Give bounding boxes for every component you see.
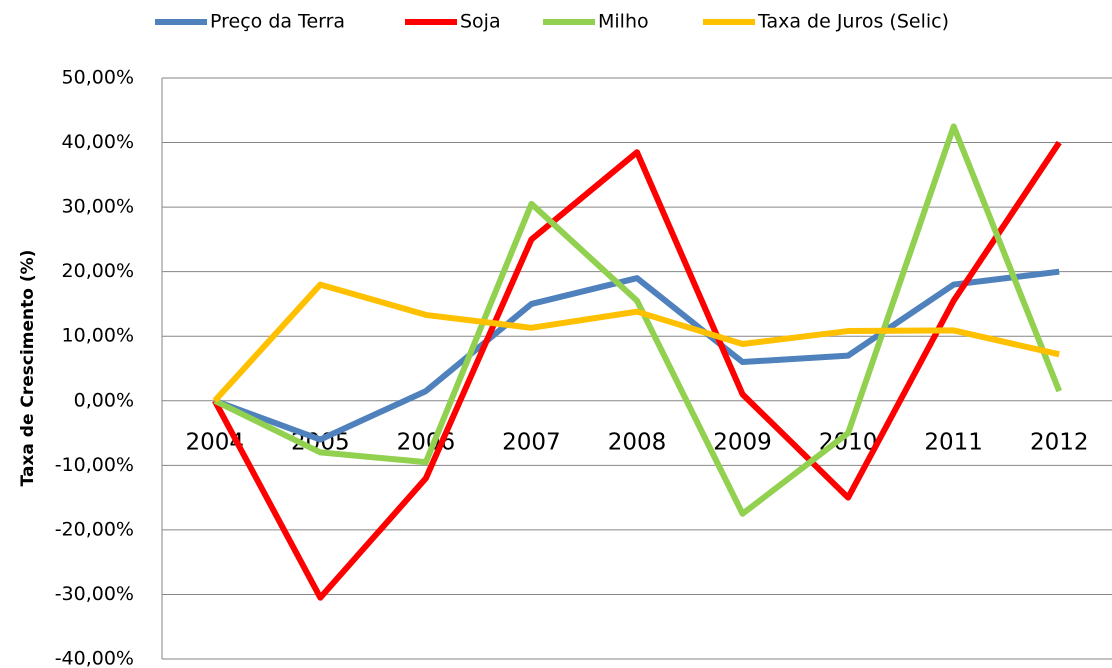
y-tick-label: 30,00% (62, 196, 134, 218)
y-axis-title: Taxa de Crescimento (%) (18, 250, 38, 487)
y-tick-label: -20,00% (55, 518, 134, 540)
y-tick-label: -40,00% (55, 648, 134, 668)
x-tick-label: 2011 (924, 429, 983, 455)
x-tick-label: 2007 (502, 429, 561, 455)
y-tick-label: 10,00% (62, 325, 134, 347)
line-series (213, 123, 1063, 517)
x-tick-label: 2009 (713, 429, 772, 455)
line-series (213, 268, 1060, 443)
line-series (212, 140, 1062, 601)
legend-label: Soja (460, 11, 501, 33)
legend-label: Preço da Terra (210, 11, 345, 33)
y-tick-label: -10,00% (55, 454, 134, 476)
line-series (212, 281, 1060, 403)
y-tick-label: 50,00% (62, 67, 134, 89)
y-tick-label: 20,00% (62, 260, 134, 282)
y-tick-label: 40,00% (62, 131, 134, 153)
y-tick-label: 0,00% (74, 389, 134, 411)
x-tick-label: 2008 (608, 429, 667, 455)
y-tick-label: -30,00% (55, 583, 134, 605)
legend-label: Taxa de Juros (Selic) (757, 11, 949, 33)
legend-label: Milho (598, 11, 649, 33)
x-tick-label: 2012 (1030, 429, 1089, 455)
